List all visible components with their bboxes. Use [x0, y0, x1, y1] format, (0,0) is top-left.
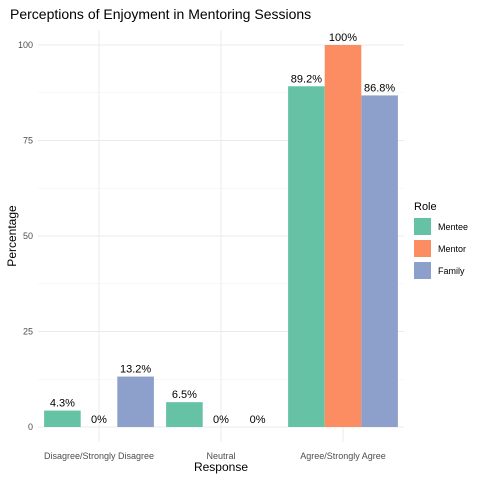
- legend-swatch: [414, 262, 431, 279]
- chart-title: Perceptions of Enjoyment in Mentoring Se…: [10, 6, 311, 22]
- data-label: 86.8%: [364, 82, 395, 94]
- bar: [288, 86, 325, 428]
- y-tick-label: 25: [23, 327, 33, 337]
- data-label: 89.2%: [291, 73, 322, 85]
- legend-label: Mentor: [438, 244, 466, 254]
- legend-swatch: [414, 240, 431, 257]
- x-axis-title: Response: [194, 460, 248, 474]
- x-tick-label: Neutral: [206, 451, 235, 461]
- data-label: 0%: [91, 414, 107, 426]
- legend-title: Role: [414, 201, 437, 213]
- bars: [44, 45, 398, 428]
- y-tick-label: 0: [28, 422, 33, 432]
- bar: [361, 95, 398, 427]
- data-labels: 4.3% 0% 13.2% 6.5% 0% 0% 89.2% 100% 86.8%: [50, 32, 396, 426]
- data-label: 13.2%: [120, 364, 151, 376]
- x-tick-label: Disagree/Strongly Disagree: [44, 451, 154, 461]
- bar: [166, 402, 203, 427]
- data-label: 0%: [250, 414, 266, 426]
- x-tick-label: Agree/Strongly Agree: [300, 451, 386, 461]
- bar: [117, 376, 154, 427]
- data-label: 6.5%: [172, 389, 197, 401]
- y-axis-title: Percentage: [5, 205, 19, 267]
- y-tick-label: 75: [23, 136, 33, 146]
- legend: Role Mentee Mentor Family: [414, 201, 468, 279]
- legend-items: Mentee Mentor Family: [414, 218, 468, 279]
- legend-swatch: [414, 218, 431, 235]
- legend-label: Mentee: [438, 222, 468, 232]
- bar: [44, 410, 81, 427]
- data-label: 4.3%: [50, 398, 75, 410]
- y-tick-label: 50: [23, 231, 33, 241]
- y-tick-label: 100: [18, 40, 33, 50]
- x-axis-ticks: Disagree/Strongly Disagree Neutral Agree/S…: [44, 451, 386, 461]
- legend-label: Family: [438, 266, 465, 276]
- bar: [324, 45, 362, 427]
- data-label: 100%: [329, 32, 357, 44]
- data-label: 0%: [213, 414, 229, 426]
- y-axis-ticks: 0 25 50 75 100: [18, 40, 33, 432]
